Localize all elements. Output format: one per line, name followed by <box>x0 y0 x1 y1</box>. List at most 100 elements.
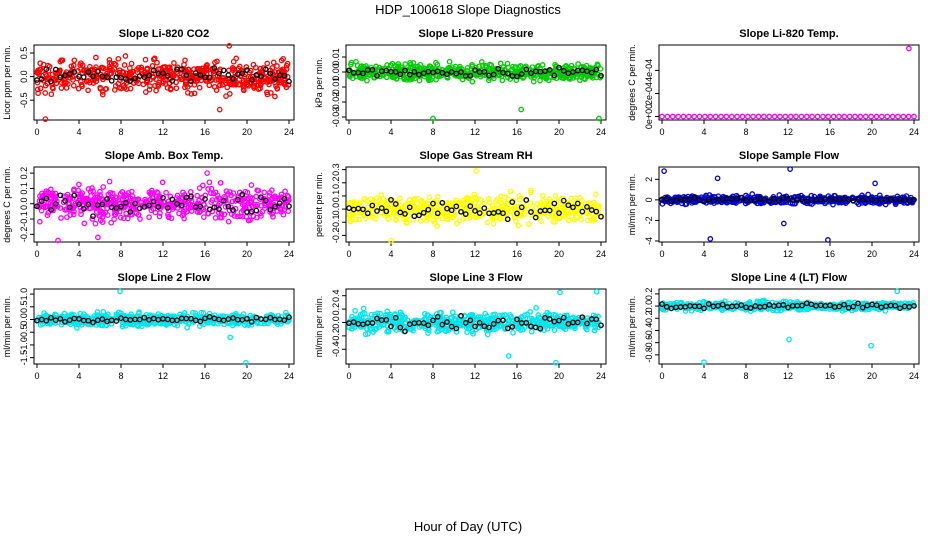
mean-point <box>62 72 68 79</box>
point <box>408 209 415 216</box>
point <box>223 93 229 99</box>
x-tick-label: 12 <box>470 249 480 259</box>
mean-point <box>369 202 376 209</box>
y-tick-label: -2 <box>644 216 654 224</box>
point <box>515 203 521 210</box>
mean-point <box>346 205 352 211</box>
mean-point <box>911 303 917 309</box>
data-points <box>659 166 917 243</box>
point <box>352 307 358 314</box>
point <box>461 204 467 211</box>
y-axis-label: ml/min per min. <box>2 296 12 358</box>
point <box>739 113 746 120</box>
point <box>257 210 264 217</box>
point <box>284 60 291 67</box>
point <box>531 210 537 216</box>
point <box>507 188 514 195</box>
data-points <box>34 288 292 366</box>
point <box>425 76 432 83</box>
point <box>516 315 523 322</box>
point <box>47 203 54 210</box>
point <box>592 323 598 330</box>
point <box>522 71 529 78</box>
point <box>377 310 383 317</box>
mean-point <box>122 199 129 206</box>
point <box>241 81 248 87</box>
point <box>93 54 99 61</box>
mean-point <box>467 317 474 324</box>
point <box>383 74 390 81</box>
mean-point <box>472 323 478 330</box>
mean-point <box>48 78 54 85</box>
point <box>378 192 385 198</box>
mean-point <box>420 209 427 216</box>
point <box>173 85 180 92</box>
point <box>174 192 181 199</box>
mean-point <box>192 70 199 76</box>
mean-point <box>836 303 843 310</box>
point <box>852 113 858 120</box>
point <box>387 211 394 218</box>
outlier-point <box>42 116 49 122</box>
point <box>491 68 497 74</box>
mean-point <box>113 205 120 211</box>
point <box>578 216 585 223</box>
outlier-point <box>557 289 563 296</box>
point <box>568 213 575 220</box>
mean-point <box>504 216 511 223</box>
point <box>107 70 113 77</box>
x-tick-label: 20 <box>867 249 877 259</box>
mean-point <box>253 314 260 321</box>
mean-point <box>286 203 292 210</box>
point <box>136 310 142 317</box>
mean-point <box>169 78 176 84</box>
point <box>434 194 441 200</box>
point <box>274 85 281 92</box>
point <box>472 194 479 201</box>
point <box>873 113 880 120</box>
outlier-point <box>473 168 479 174</box>
point <box>106 318 112 325</box>
mean-point <box>799 196 805 203</box>
point <box>544 309 551 316</box>
mean-point <box>104 74 110 80</box>
point <box>410 216 417 223</box>
point <box>153 87 159 94</box>
mean-point <box>574 319 581 326</box>
point <box>111 60 118 67</box>
point <box>493 325 499 332</box>
mean-point <box>406 204 413 211</box>
mean-point <box>80 74 87 80</box>
point <box>248 182 255 188</box>
point <box>803 113 810 120</box>
point <box>224 84 231 91</box>
point <box>675 113 681 120</box>
mean-point <box>253 207 260 214</box>
mean-point <box>593 316 600 323</box>
point <box>250 313 256 320</box>
point <box>106 178 113 185</box>
point <box>205 186 211 192</box>
mean-point <box>244 67 250 73</box>
outlier-point <box>825 237 831 243</box>
x-tick-label: 20 <box>554 371 564 381</box>
point <box>159 67 166 74</box>
point <box>139 67 145 73</box>
mean-point <box>425 206 432 213</box>
mean-point <box>495 65 502 72</box>
mean-point <box>160 194 166 201</box>
mean-point <box>472 67 478 73</box>
point <box>575 61 581 67</box>
point <box>584 217 591 224</box>
point <box>433 213 440 219</box>
panel-title: Slope Gas Stream RH <box>419 150 532 162</box>
mean-point <box>369 320 376 326</box>
mean-point <box>141 74 148 80</box>
point <box>98 64 105 71</box>
point <box>116 200 123 207</box>
point <box>37 66 44 72</box>
point <box>70 211 77 218</box>
mean-point <box>38 198 45 205</box>
point <box>373 313 380 319</box>
mean-point <box>705 301 712 307</box>
